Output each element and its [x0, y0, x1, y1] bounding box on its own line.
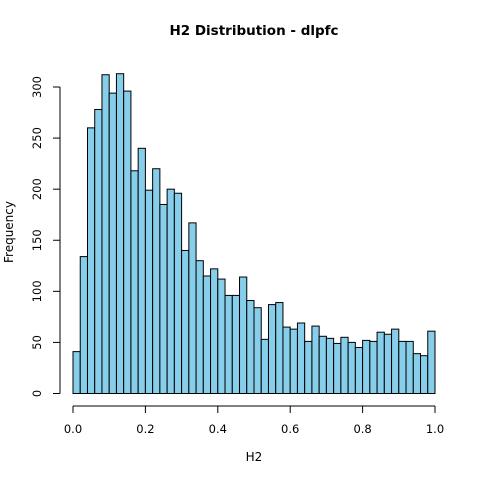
histogram-bar: [267, 304, 277, 394]
histogram-bar: [101, 74, 110, 395]
histogram-bar: [260, 338, 269, 394]
histogram-bar: [275, 302, 284, 394]
x-tick-label: 0.8: [353, 422, 371, 436]
histogram-bar: [217, 278, 226, 394]
histogram-bar: [304, 340, 313, 394]
histogram-bar: [72, 351, 81, 394]
histogram-bar: [325, 337, 335, 394]
y-tick-label: 0: [30, 390, 44, 397]
histogram-bar: [391, 328, 400, 395]
histogram-bar: [86, 127, 96, 394]
histogram-bar: [311, 325, 320, 395]
histogram-bar: [231, 294, 241, 395]
histogram-bar: [282, 326, 291, 395]
chart-title: H2 Distribution - dlpfc: [169, 23, 338, 39]
histogram-bar: [94, 108, 103, 395]
y-tick-label: 150: [30, 229, 44, 251]
histogram-bar: [210, 268, 219, 394]
histogram-bar: [123, 90, 132, 394]
histogram-bar: [369, 340, 378, 394]
y-tick-label: 250: [30, 127, 44, 149]
histogram-bar: [152, 168, 161, 394]
histogram-bar: [340, 336, 349, 394]
histogram-bar: [347, 341, 356, 394]
y-tick-label: 200: [30, 178, 44, 200]
x-axis: 0.0 0.2 0.4 0.6 0.8 1.0: [64, 405, 444, 436]
histogram-bar: [159, 203, 168, 394]
histogram-bar: [376, 331, 385, 395]
histogram-bar: [115, 73, 125, 395]
histogram-bar: [224, 294, 233, 395]
x-axis-label: H2: [246, 450, 263, 464]
histogram-bar: [289, 328, 298, 395]
x-tick-label: 0.2: [136, 422, 154, 436]
histogram-bar: [79, 256, 88, 395]
histogram-bar: [362, 339, 371, 394]
histogram-bar: [246, 300, 255, 394]
histogram-bar: [412, 353, 422, 394]
histogram-bar: [427, 330, 436, 395]
histogram-bar: [130, 170, 139, 394]
y-tick-label: 100: [30, 280, 44, 302]
x-tick-label: 0.6: [281, 422, 299, 436]
y-tick-label: 50: [30, 335, 44, 350]
histogram-bar: [253, 307, 262, 394]
x-tick-label: 0.4: [209, 422, 227, 436]
histogram-bar: [296, 322, 306, 395]
histogram-bar: [383, 333, 393, 395]
histogram-bar: [420, 355, 429, 394]
y-axis-label: Frequency: [2, 201, 16, 263]
histogram-bar: [137, 147, 146, 394]
histogram-bar: [188, 222, 197, 394]
histogram-bar: [333, 342, 342, 394]
histogram-bar: [354, 347, 364, 394]
x-tick-label: 0.0: [64, 422, 82, 436]
histogram-bar: [181, 249, 190, 394]
histogram-bar: [173, 192, 183, 394]
y-tick-label: 300: [30, 76, 44, 98]
histogram-bar: [318, 335, 327, 394]
histogram-bar: [166, 188, 175, 394]
x-tick-label: 1.0: [426, 422, 444, 436]
histogram-bar: [195, 260, 204, 394]
y-axis: 0 50 100 150 200 250 300: [30, 76, 61, 397]
histogram-bar: [239, 276, 248, 394]
histogram-bar: [405, 340, 414, 394]
histogram-bar: [202, 275, 212, 394]
histogram-bar: [108, 92, 117, 394]
bars-group: [72, 73, 436, 395]
histogram-bar: [398, 340, 407, 394]
histogram-bar: [144, 189, 154, 394]
